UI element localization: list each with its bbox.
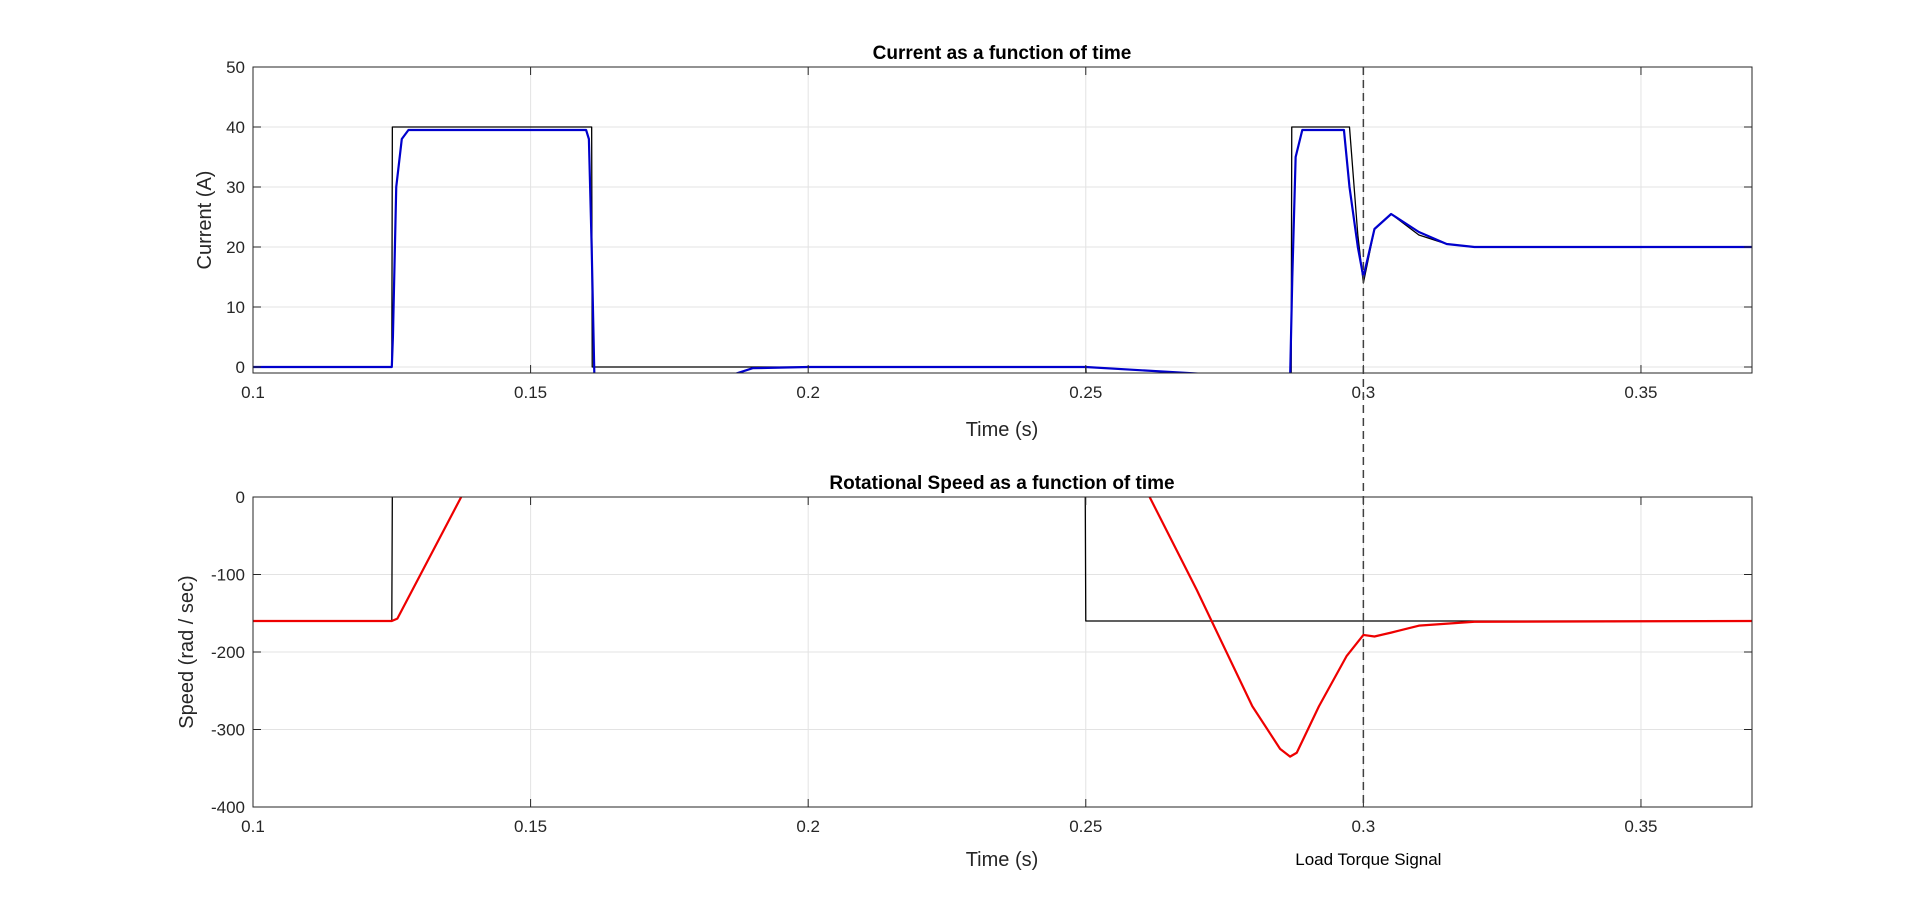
current-x-axis-label: Time (s): [966, 419, 1039, 441]
current-x-tick-label: 0.1: [241, 383, 265, 402]
current-plot-area: [253, 67, 1752, 373]
speed-measured-line: [253, 497, 1752, 758]
current-y-tick-label: 0: [236, 358, 245, 377]
speed-axes: 0.1 0.15 0.2 0.25 0.3 0.35 0 -100 -200 -300 -400 R…: [176, 473, 1753, 871]
speed-ticks: 0.1 0.15 0.2 0.25 0.3 0.35 0 -100 -200 -300 -400: [211, 488, 1752, 836]
speed-x-tick-label: 0.15: [514, 817, 547, 836]
speed-x-tick-label: 0.2: [796, 817, 820, 836]
speed-x-axis-label: Time (s): [966, 849, 1039, 871]
current-chart-title: Current as a function of time: [873, 43, 1132, 64]
speed-y-tick-label: -300: [211, 721, 245, 740]
speed-y-tick-label: -200: [211, 643, 245, 662]
speed-series: [253, 497, 1752, 758]
current-y-tick-label: 50: [226, 58, 245, 77]
current-y-tick-label: 40: [226, 118, 245, 137]
current-y-tick-label: 20: [226, 238, 245, 257]
current-series: [253, 126, 1752, 373]
current-y-tick-label: 30: [226, 178, 245, 197]
current-x-tick-label: 0.35: [1624, 383, 1657, 402]
current-measured-line: [253, 128, 1752, 373]
current-y-tick-label: 10: [226, 298, 245, 317]
load-torque-annotation: Load Torque Signal: [1295, 850, 1441, 869]
speed-y-tick-label: 0: [236, 488, 245, 507]
current-x-tick-label: 0.15: [514, 383, 547, 402]
speed-x-tick-label: 0.35: [1624, 817, 1657, 836]
speed-y-tick-label: -100: [211, 566, 245, 585]
speed-chart-title: Rotational Speed as a function of time: [829, 473, 1174, 494]
speed-x-tick-label: 0.25: [1069, 817, 1102, 836]
speed-y-axis-label: Speed (rad / sec): [176, 575, 198, 728]
current-x-tick-label: 0.25: [1069, 383, 1102, 402]
speed-x-tick-label: 0.1: [241, 817, 265, 836]
speed-x-tick-label: 0.3: [1352, 817, 1376, 836]
current-y-axis-label: Current (A): [194, 171, 216, 270]
speed-y-tick-label: -400: [211, 798, 245, 817]
current-x-tick-label: 0.2: [796, 383, 820, 402]
current-axes-box: [252, 66, 1753, 374]
